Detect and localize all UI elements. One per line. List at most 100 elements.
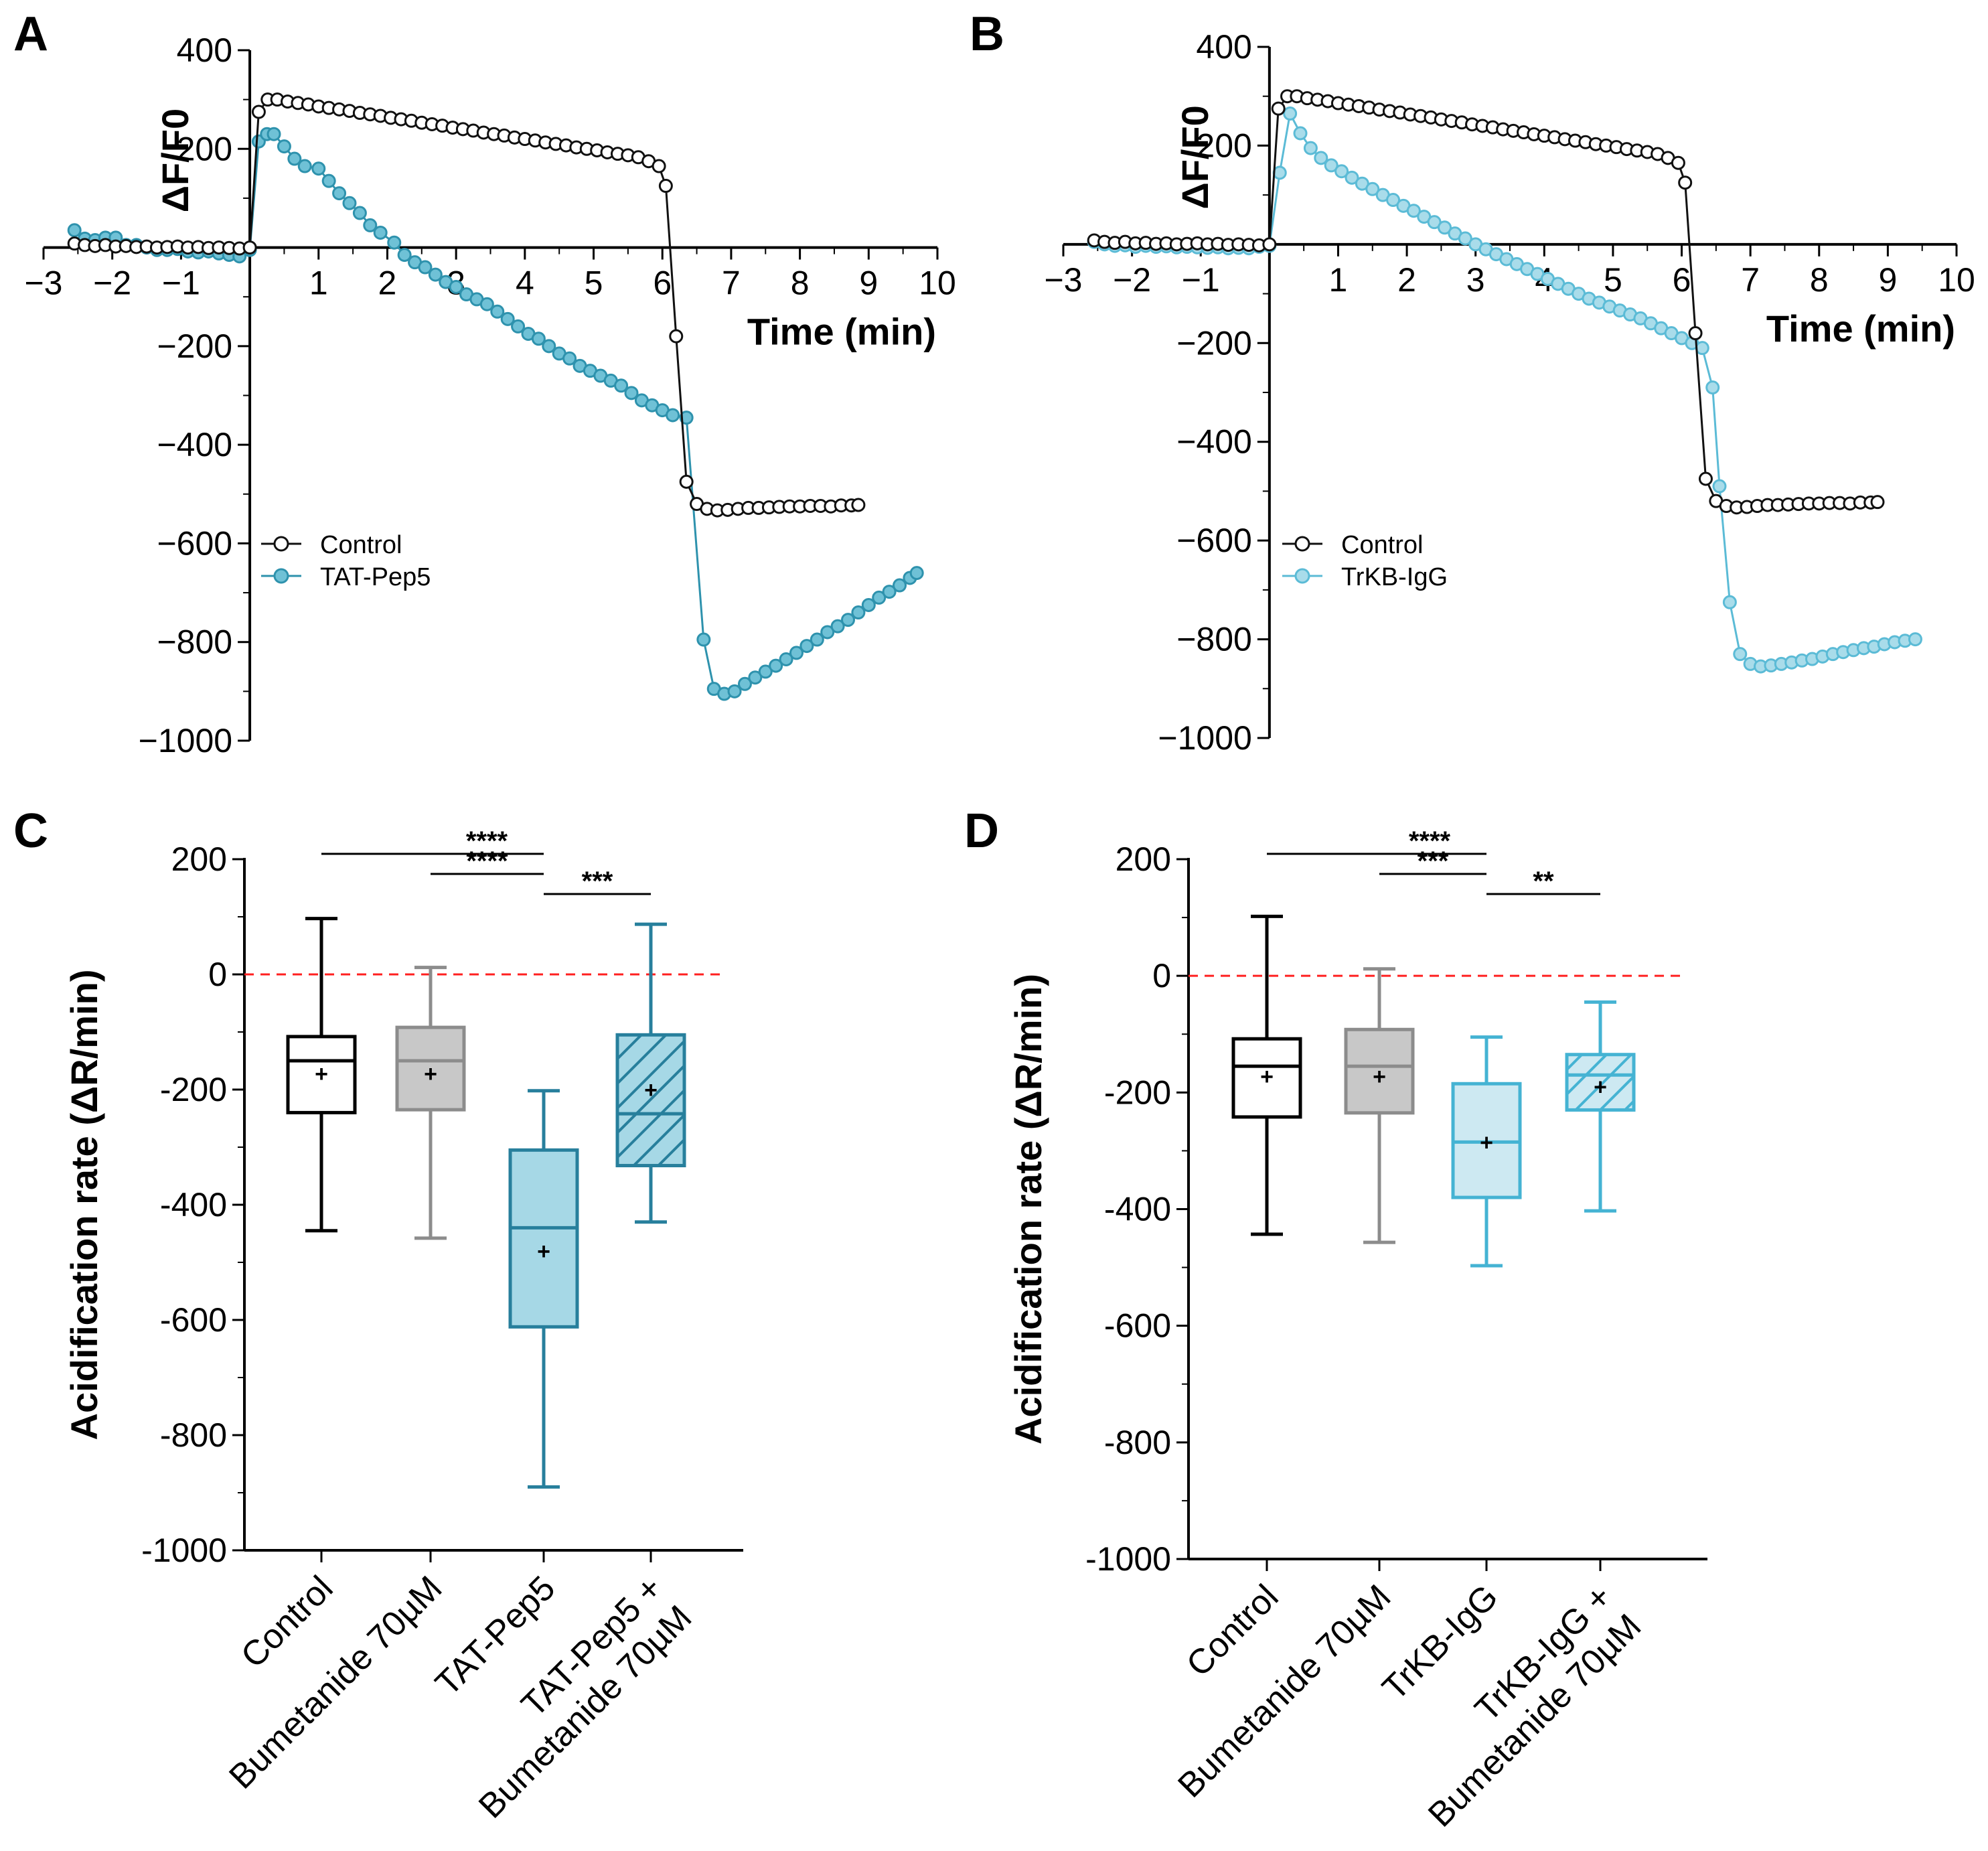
- legend-marker-control: [1294, 536, 1310, 552]
- data-point: [1733, 647, 1748, 662]
- data-point: [287, 151, 302, 166]
- legend-label-control: Control: [320, 531, 402, 559]
- y-tick-label: -800: [1104, 1424, 1171, 1461]
- y-tick-label: 400: [1196, 28, 1251, 66]
- significance-stars: **: [1533, 867, 1554, 896]
- x-tick-label: 8: [791, 265, 810, 302]
- data-point: [1698, 471, 1713, 486]
- y-tick-label: −400: [157, 426, 232, 463]
- y-tick-label: 200: [1116, 840, 1171, 878]
- boxes-group-d: + + + +: [1231, 914, 1636, 1268]
- x-tick-label: −2: [93, 265, 131, 302]
- y-tick-label: 200: [171, 840, 227, 878]
- category-label-line: Bumetanide 70µM: [1170, 1577, 1398, 1805]
- data-point: [428, 267, 443, 282]
- box-iqr: [1231, 1037, 1302, 1119]
- category-label-line: Control: [1179, 1577, 1286, 1684]
- x-axis-title: Time (min): [747, 311, 936, 353]
- data-point: [841, 613, 855, 627]
- mean-marker: +: [424, 1061, 437, 1087]
- y-tick-label: −1000: [139, 722, 232, 759]
- data-point: [500, 311, 515, 326]
- box-control: +: [1231, 914, 1302, 1236]
- data-point: [1705, 380, 1720, 395]
- data-point: [297, 159, 312, 173]
- data-point: [679, 474, 694, 489]
- data-point: [363, 218, 378, 232]
- box-tat-pep5: +: [508, 1089, 579, 1489]
- data-point: [799, 639, 814, 654]
- data-point: [373, 225, 388, 240]
- x-tick-label: −3: [1044, 261, 1082, 299]
- data-point: [352, 206, 367, 220]
- x-tick-label: 7: [1741, 261, 1760, 299]
- y-tick-label: −1000: [1158, 719, 1251, 757]
- category-label-bumetanide-70-m: Bumetanide 70µM: [222, 1568, 449, 1796]
- data-point: [418, 260, 433, 275]
- data-point: [861, 597, 876, 612]
- data-point: [1365, 181, 1380, 196]
- data-point: [769, 658, 783, 673]
- data-point: [1458, 231, 1472, 246]
- box-tat-pep5-bumetanide-70-m: +: [615, 922, 686, 1224]
- data-point: [332, 186, 347, 201]
- category-label-line: Control: [234, 1568, 341, 1676]
- boxes-group-c: + + + +: [286, 917, 686, 1489]
- data-point: [1722, 595, 1737, 609]
- axes-b: −3−2−112345678910400200−200−400−600−800−…: [1044, 28, 1975, 757]
- data-point: [624, 386, 639, 400]
- data-point: [479, 297, 494, 311]
- data-point: [789, 646, 804, 660]
- data-point: [1688, 326, 1703, 341]
- data-point: [449, 279, 463, 294]
- data-point: [1870, 495, 1885, 510]
- y-tick-label: 200: [1196, 127, 1251, 164]
- y-tick-label: -600: [1104, 1307, 1171, 1345]
- y-tick-label: -800: [160, 1416, 227, 1454]
- data-point: [909, 566, 924, 581]
- data-point: [1345, 170, 1359, 185]
- data-point: [1283, 106, 1298, 121]
- y-tick-label: -200: [1104, 1073, 1171, 1111]
- data-point: [882, 585, 897, 599]
- legend-marker-control: [273, 536, 289, 552]
- data-point: [542, 339, 556, 354]
- series-control: [1087, 89, 1885, 515]
- legend-a: Control TAT-Pep5: [261, 531, 431, 591]
- x-tick-label: 5: [1604, 261, 1622, 299]
- box-iqr: [395, 1025, 466, 1112]
- data-point: [1438, 220, 1452, 235]
- box-bumetanide-70-m: +: [1344, 967, 1415, 1244]
- data-point: [1671, 155, 1685, 170]
- data-point: [851, 498, 866, 512]
- data-point: [820, 625, 835, 640]
- x-tick-label: 2: [378, 265, 397, 302]
- data-point: [1293, 126, 1308, 141]
- significance-stars: ****: [466, 826, 508, 856]
- significance-stars: ****: [466, 846, 508, 876]
- series-control: [67, 92, 866, 518]
- y-tick-label: -1000: [1085, 1540, 1171, 1578]
- data-point: [531, 331, 546, 346]
- panel-letter-a: A: [13, 7, 48, 61]
- legend-marker-tat-pep5: [273, 568, 289, 584]
- box-iqr: [286, 1035, 357, 1114]
- data-point: [872, 590, 887, 605]
- data-point: [1271, 101, 1286, 116]
- data-point: [321, 173, 336, 188]
- category-label-line: Bumetanide 70µM: [222, 1568, 449, 1796]
- mean-marker: +: [644, 1078, 658, 1103]
- data-point: [1303, 141, 1318, 155]
- y-tick-label: 0: [208, 956, 227, 993]
- data-point: [1908, 632, 1922, 647]
- y-tick-label: -200: [160, 1071, 227, 1108]
- y-tick-label: −600: [1176, 522, 1252, 559]
- x-tick-label: 7: [722, 265, 741, 302]
- series-tat-pep5: [67, 127, 924, 701]
- y-tick-label: -1000: [141, 1532, 227, 1569]
- x-tick-label: −1: [162, 265, 200, 302]
- data-point: [342, 196, 357, 210]
- data-point: [893, 578, 907, 593]
- panel-a: A −3−2−112345678910400200−200−400−600−80…: [13, 7, 956, 759]
